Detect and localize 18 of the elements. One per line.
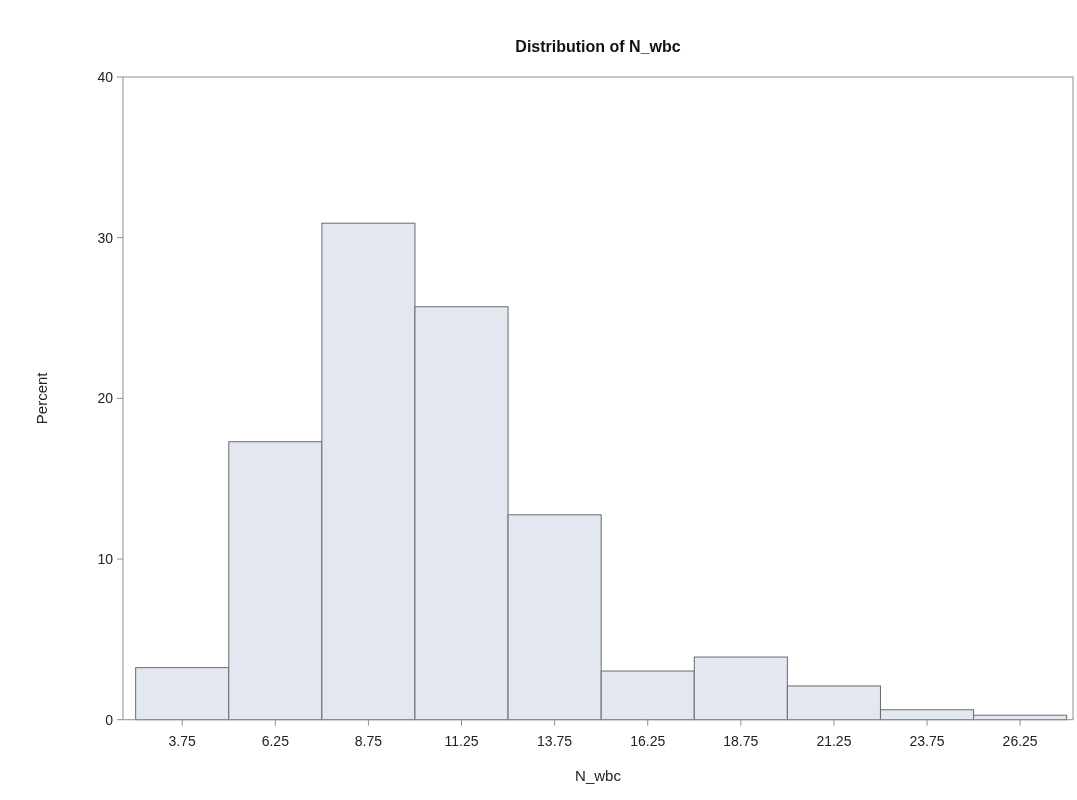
x-tick-label: 18.75 [723, 732, 759, 749]
y-tick-label: 30 [97, 229, 114, 246]
x-tick-label: 21.25 [816, 732, 852, 749]
x-axis-title: N_wbc [575, 767, 622, 784]
y-axis-title: Percent [33, 371, 50, 425]
y-tick-label: 40 [97, 68, 114, 85]
y-tick-label: 0 [105, 711, 114, 728]
x-tick-label: 26.25 [1002, 732, 1038, 749]
x-tick-label: 23.75 [909, 732, 945, 749]
x-tick-label: 6.25 [261, 732, 290, 749]
x-tick-label: 11.25 [444, 732, 479, 749]
x-tick-label: 8.75 [354, 732, 383, 749]
x-tick-label: 3.75 [168, 732, 197, 749]
x-tick-label: 13.75 [537, 732, 573, 749]
y-tick-label: 10 [97, 550, 114, 567]
y-tick-label: 20 [97, 390, 114, 407]
chart-title: Distribution of N_wbc [515, 38, 681, 55]
x-tick-label: 16.25 [630, 732, 666, 749]
